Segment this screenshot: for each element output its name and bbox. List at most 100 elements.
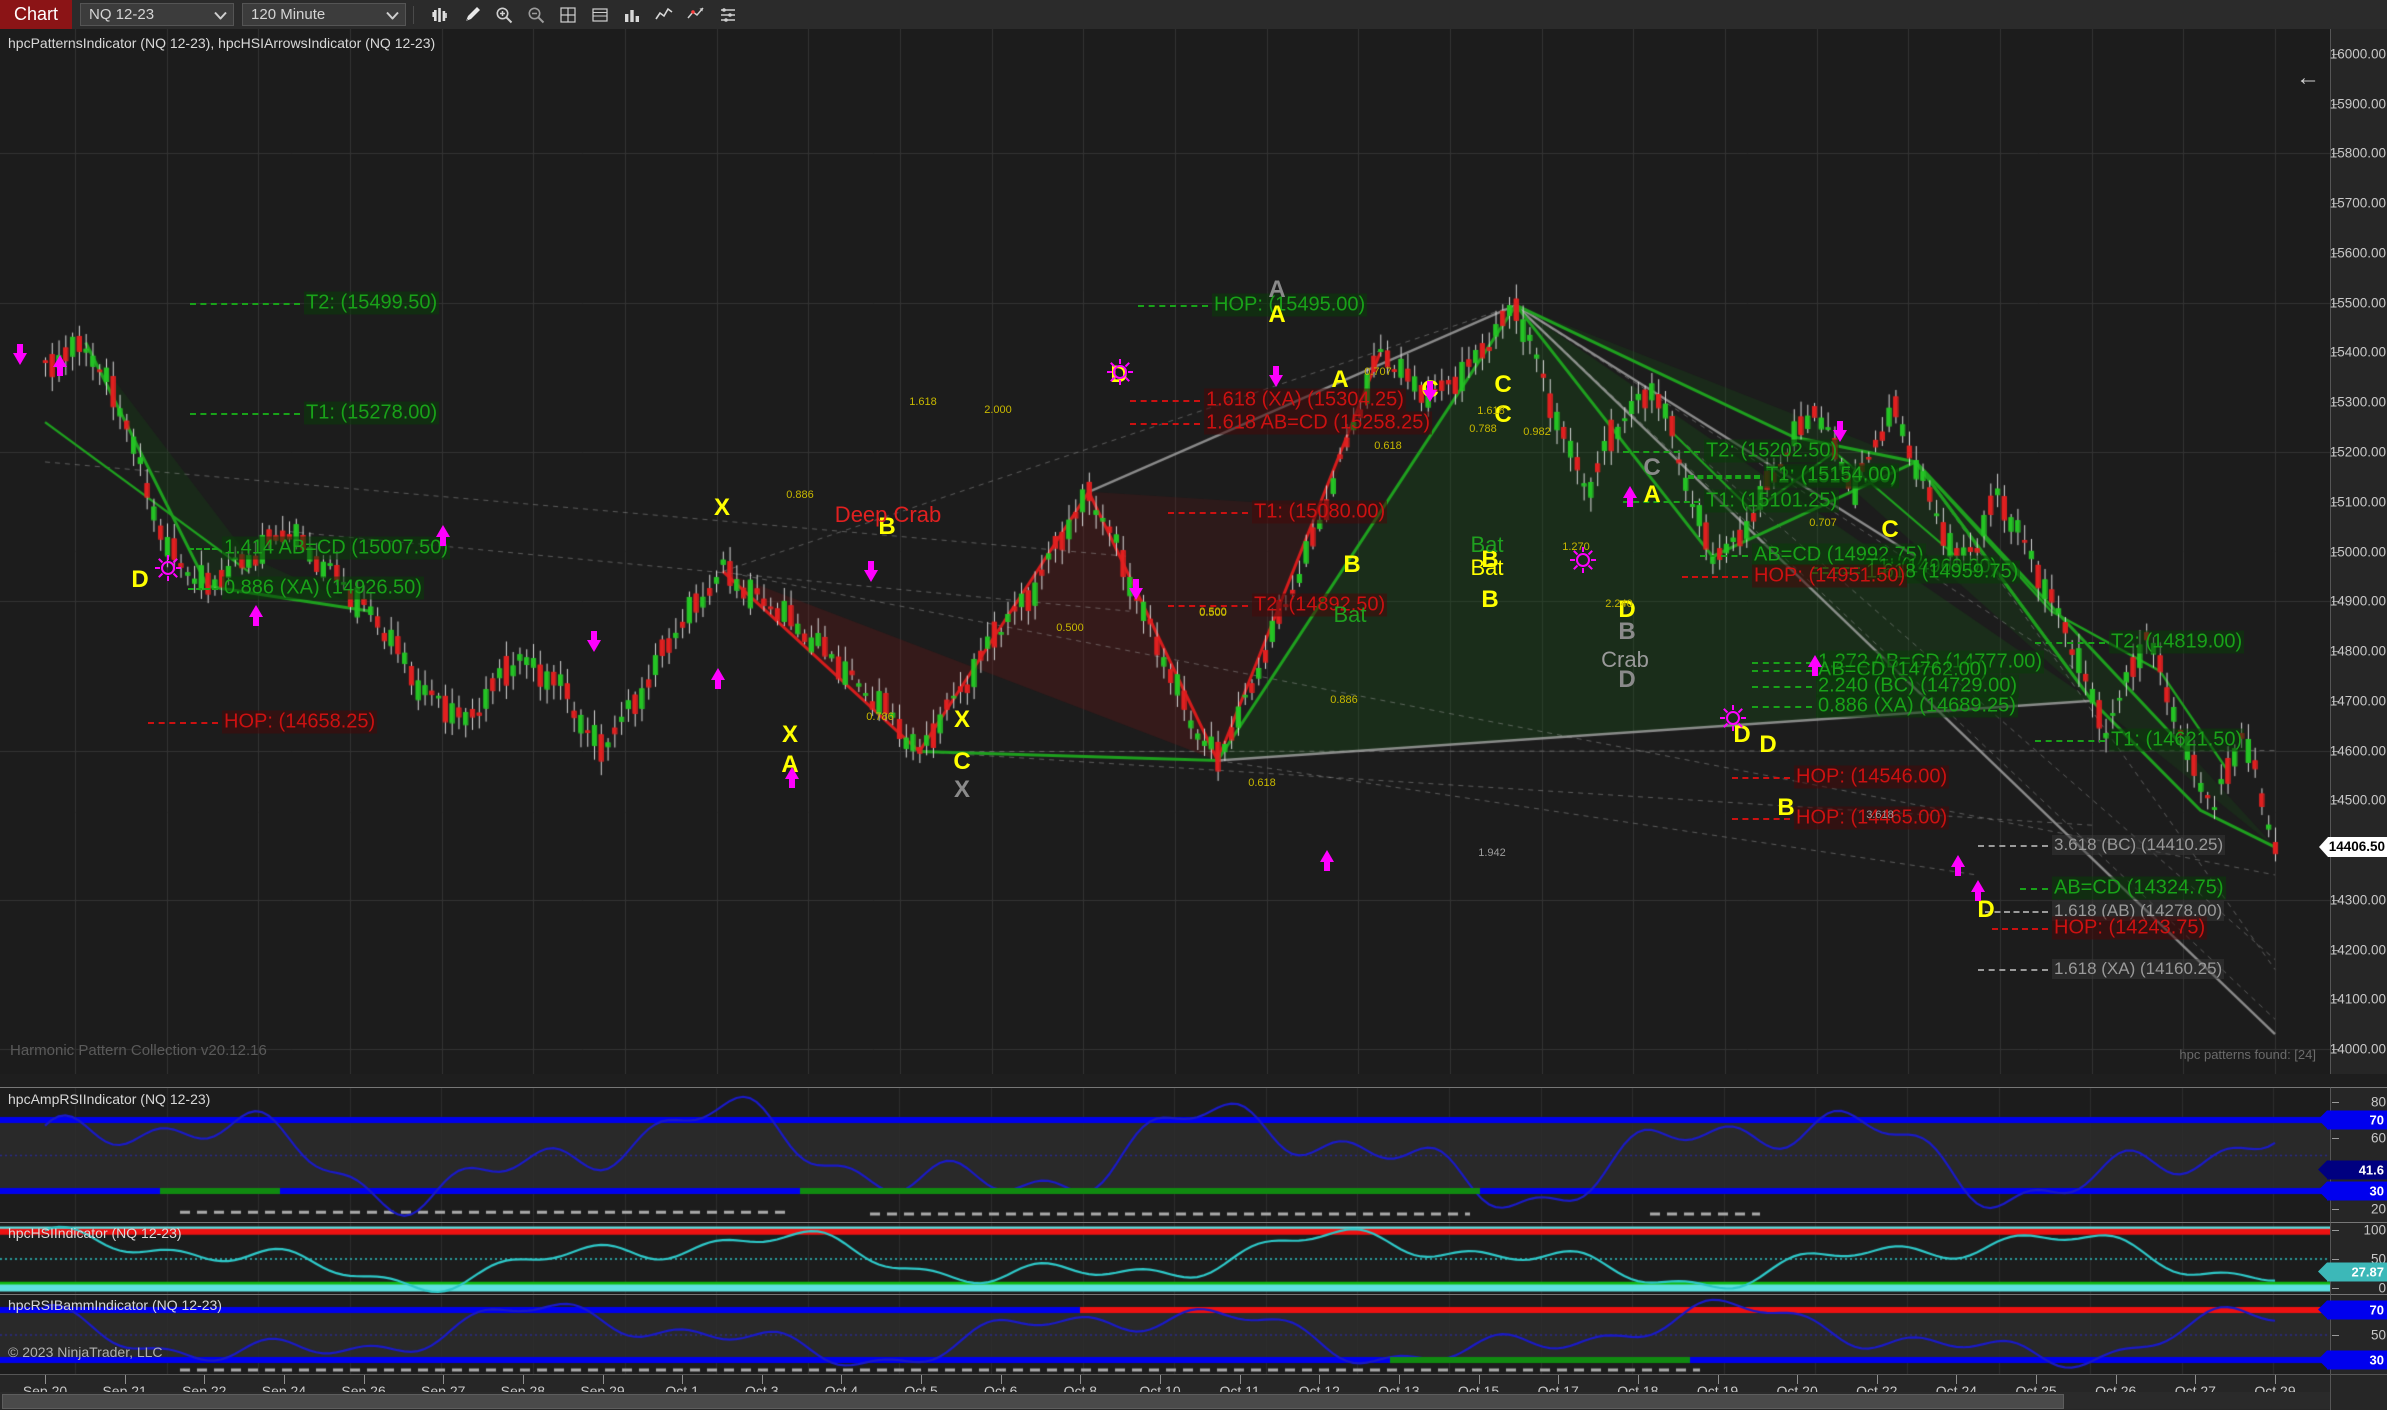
- chart-trader-icon[interactable]: [619, 4, 645, 25]
- date-tick: [602, 1375, 604, 1384]
- bar-type-icon[interactable]: [427, 4, 453, 25]
- price-chart-panel[interactable]: hpcPatternsIndicator (NQ 12-23), hpcHSIA…: [0, 29, 2330, 1074]
- price-tick: [2332, 53, 2339, 55]
- date-tick: [2115, 1375, 2117, 1384]
- price-tick: [2332, 949, 2339, 951]
- pattern-point-label: D: [1759, 731, 1777, 758]
- indicator-tick: [2332, 1288, 2339, 1290]
- horizontal-scrollbar[interactable]: [0, 1392, 2330, 1409]
- indicator-panel-hsi[interactable]: hpcHSIIndicator (NQ 12-23): [0, 1222, 2330, 1295]
- period-selector[interactable]: 120 Minute: [242, 3, 407, 26]
- date-tick: [522, 1375, 524, 1384]
- date-axis-corner: [2330, 1374, 2387, 1410]
- indicator-value-text: 41.6: [2358, 1162, 2384, 1178]
- price-tick-label: 15800.00: [2329, 145, 2386, 161]
- level-label: T1: (15080.00): [1252, 500, 1388, 524]
- hsi-arrow-icon: [1269, 366, 1283, 387]
- crosshair-icon[interactable]: [555, 4, 581, 25]
- indicator-value-text: 70: [2369, 1112, 2384, 1128]
- amprsi-axis[interactable]: 80 60 20 70 41.6 30: [2318, 1087, 2387, 1223]
- level-line: [1985, 910, 2048, 913]
- pattern-point-label: X: [953, 706, 971, 733]
- date-tick: [1876, 1375, 1878, 1384]
- level-label: T2: (15499.50): [304, 291, 440, 315]
- level-line: [1168, 604, 1248, 607]
- level-line: [1688, 476, 1760, 479]
- prz-marker-icon: [1720, 705, 1746, 731]
- data-box-icon[interactable]: [587, 4, 613, 25]
- level-label: T2: (15202.50): [1704, 439, 1840, 463]
- indicator-panel-rsibamm[interactable]: hpcRSIBammIndicator (NQ 12-23): [0, 1294, 2330, 1375]
- level-label: T1: (15278.00): [304, 401, 440, 425]
- prz-marker-icon: [1570, 547, 1596, 573]
- hsi-axis[interactable]: 100 50 0 27.87: [2318, 1222, 2387, 1296]
- date-tick: [2036, 1375, 2038, 1384]
- level-label: 0.886 (XA) (14689.25): [1816, 694, 2018, 718]
- pattern-point-label: D: [1977, 896, 1995, 923]
- price-tick-label: 15600.00: [2329, 245, 2386, 261]
- pattern-point-label: C: [1881, 516, 1899, 543]
- fib-ratio-label: 3.618: [1866, 809, 1894, 821]
- indicator-tick: [2332, 1335, 2339, 1336]
- price-tick-label: 15300.00: [2329, 394, 2386, 410]
- back-arrow-icon[interactable]: ←: [2296, 64, 2320, 91]
- level-line: [1752, 662, 1812, 665]
- fib-ratio-label: 0.500: [1199, 606, 1227, 618]
- price-tick-label: 14800.00: [2329, 643, 2386, 659]
- level-line: [1682, 575, 1748, 578]
- level-label: HOP: (15495.00): [1212, 293, 1368, 317]
- strategies-icon[interactable]: [683, 4, 709, 25]
- indicator-value-badge: 30: [2318, 1350, 2387, 1370]
- indicator-tick-label: 80: [2370, 1094, 2386, 1110]
- instrument-selector[interactable]: NQ 12-23: [80, 3, 235, 26]
- hsi-arrow-icon: [13, 344, 27, 365]
- amprsi-canvas: [0, 1088, 2330, 1223]
- scrollbar-thumb[interactable]: [2, 1394, 2064, 1409]
- zoom-out-icon[interactable]: [523, 4, 549, 25]
- price-tick-label: 15400.00: [2329, 344, 2386, 360]
- collection-watermark: Harmonic Pattern Collection v20.12.16: [10, 1042, 267, 1059]
- chart-tab[interactable]: Chart: [0, 0, 73, 29]
- level-line: [1623, 501, 1700, 504]
- pattern-point-label: A: [1643, 481, 1661, 508]
- hsi-arrow-icon: [1129, 579, 1143, 600]
- fib-ratio-label: 1.618: [1477, 405, 1505, 417]
- pattern-name-label: Bat: [1470, 532, 1504, 557]
- pattern-point-label: C: [1494, 401, 1512, 428]
- chevron-down-icon: [386, 6, 399, 23]
- price-tick: [2332, 551, 2339, 553]
- price-tick-label: 15100.00: [2329, 494, 2386, 510]
- price-axis[interactable]: 16000.00 15900.00 15800.00 15700.00 15600.00…: [2319, 29, 2387, 1074]
- price-tick: [2332, 1049, 2339, 1051]
- hsi-arrow-icon: [864, 561, 878, 582]
- indicator-panel-amprsi[interactable]: hpcAmpRSIIndicator (NQ 12-23): [0, 1087, 2330, 1223]
- drawing-tools-icon[interactable]: [459, 4, 485, 25]
- price-tick: [2332, 999, 2339, 1001]
- price-tick-label: 14000.00: [2329, 1041, 2386, 1057]
- copyright-label: © 2023 NinjaTrader, LLC: [8, 1344, 163, 1360]
- pattern-name-label: Bat: [1470, 555, 1504, 580]
- zoom-in-icon[interactable]: [491, 4, 517, 25]
- price-tick: [2332, 103, 2339, 105]
- indicator-value-text: 70: [2369, 1302, 2384, 1318]
- hsi-title: hpcHSIIndicator (NQ 12-23): [8, 1225, 182, 1241]
- pattern-point-label: D: [1618, 666, 1636, 693]
- level-line: [1978, 969, 2048, 972]
- indicator-value-badge: 70: [2318, 1300, 2387, 1320]
- indicator-value-text: 30: [2369, 1183, 2384, 1199]
- price-tick: [2332, 750, 2339, 752]
- indicator-value-badge: 30: [2318, 1181, 2387, 1201]
- date-tick: [1478, 1375, 1480, 1384]
- price-tick: [2332, 252, 2339, 254]
- properties-icon[interactable]: [715, 4, 741, 25]
- rsibamm-axis[interactable]: 50 70 30: [2318, 1294, 2387, 1375]
- price-tick-label: 14500.00: [2329, 792, 2386, 808]
- price-tick-label: 15500.00: [2329, 295, 2386, 311]
- date-tick: [1637, 1375, 1639, 1384]
- level-label: T2: (14819.00): [2109, 630, 2245, 654]
- pattern-point-label: A: [1268, 301, 1286, 328]
- price-tick-label: 14300.00: [2329, 892, 2386, 908]
- indicators-icon[interactable]: [651, 4, 677, 25]
- level-line: [1992, 927, 2048, 930]
- last-price-badge: 14406.50: [2319, 836, 2387, 857]
